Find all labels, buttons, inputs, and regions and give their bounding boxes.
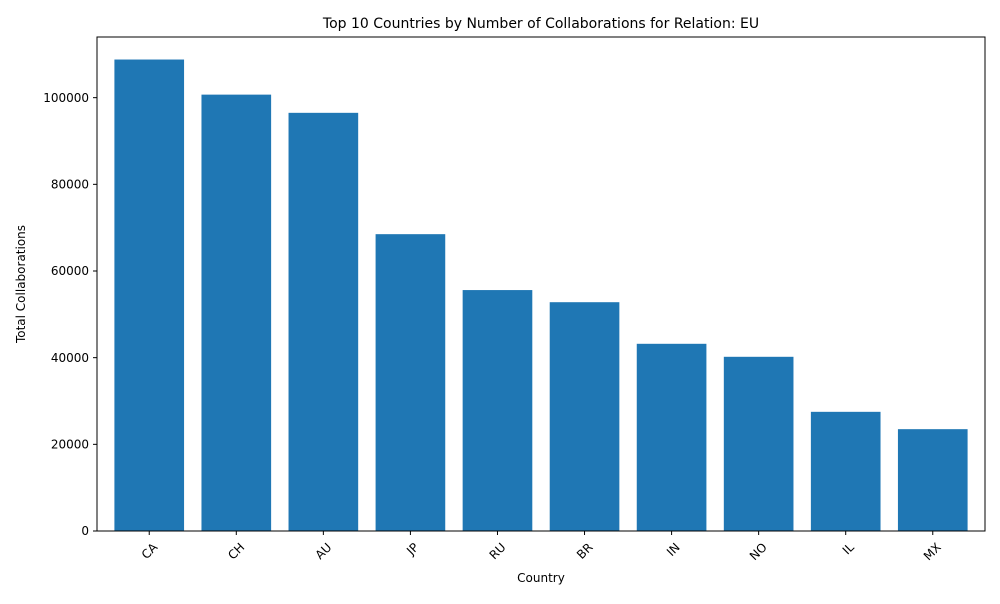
y-axis-title: Total Collaborations <box>14 225 28 344</box>
y-tick-label: 0 <box>81 524 89 538</box>
x-axis-title: Country <box>517 571 565 585</box>
plot-frame <box>96 36 986 532</box>
bar-ca <box>114 59 185 531</box>
bar-jp <box>375 234 446 532</box>
bar-il <box>810 411 881 531</box>
y-tick-label: 20000 <box>51 438 89 452</box>
y-tick-label: 40000 <box>51 351 89 365</box>
y-axis-ticks: 0 20000 40000 60000 80000 100000 <box>43 91 97 538</box>
chart-title: Top 10 Countries by Number of Collaborat… <box>322 16 759 32</box>
y-tick-label: 100000 <box>43 91 89 105</box>
bars-layer <box>114 59 968 532</box>
bar-no <box>723 356 794 531</box>
bar-ru <box>462 290 533 531</box>
bar-in <box>636 343 707 531</box>
x-axis-ticks: CA CH AU JP RU BR IN NO IL MX <box>139 531 944 563</box>
bar-br <box>549 302 620 531</box>
y-tick-label: 80000 <box>51 178 89 192</box>
bar-mx <box>897 429 968 531</box>
bar-au <box>288 112 359 531</box>
y-tick-label: 60000 <box>51 264 89 278</box>
bar-ch <box>201 94 272 531</box>
